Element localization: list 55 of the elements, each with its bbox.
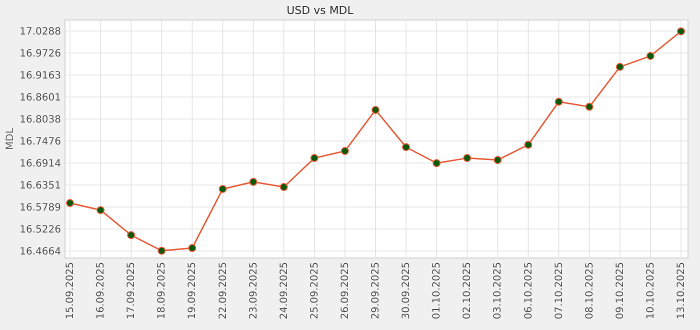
x-tick-label: 24.09.2025: [278, 262, 290, 320]
point: [646, 52, 654, 60]
y-tick-label: 16.7476: [20, 136, 61, 148]
y-tick-label: 16.5226: [20, 224, 61, 236]
x-tick-label: 13.10.2025: [676, 262, 687, 320]
x-tick-label: 29.09.2025: [370, 262, 382, 320]
point: [372, 106, 380, 114]
y-tick-label: 16.5789: [20, 202, 61, 214]
y-tick-label: 17.0288: [20, 26, 61, 38]
x-tick-label: 26.09.2025: [340, 262, 351, 320]
point: [463, 154, 472, 162]
x-tick-label: 17.09.2025: [126, 262, 138, 320]
x-tick-label: 02.10.2025: [462, 262, 474, 320]
y-tick-label: 16.8038: [20, 114, 61, 126]
x-tick-label: 19.09.2025: [187, 262, 198, 320]
point: [96, 206, 105, 214]
point: [554, 98, 563, 106]
y-tick-label: 16.9726: [20, 48, 61, 60]
point: [249, 178, 258, 186]
point: [218, 184, 227, 193]
x-tick-label: 15.09.2025: [65, 262, 76, 320]
x-tick-label: 01.10.2025: [432, 262, 443, 320]
y-axis-title: MDL: [5, 128, 16, 150]
y-tick-label: 16.9163: [20, 70, 61, 82]
point: [66, 199, 74, 208]
point: [340, 147, 349, 156]
point: [616, 62, 624, 71]
x-tick-label: 06.10.2025: [523, 262, 534, 320]
y-tick-label: 16.6914: [20, 158, 61, 170]
x-tick-label: 10.10.2025: [645, 262, 656, 320]
point: [585, 102, 594, 111]
x-tick-label: 22.09.2025: [218, 262, 229, 320]
point: [310, 154, 318, 162]
point: [188, 244, 196, 252]
x-tick-label: 23.09.2025: [248, 262, 260, 320]
y-tick-label: 16.8601: [20, 92, 61, 104]
y-tick-label: 16.6351: [20, 180, 61, 192]
point: [677, 27, 685, 36]
y-tick-label: 16.4664: [20, 246, 61, 258]
point: [280, 183, 288, 192]
x-tick-label: 16.09.2025: [96, 262, 107, 320]
point: [127, 231, 136, 240]
x-tick-label: 30.09.2025: [401, 262, 412, 320]
x-tick-label: 09.10.2025: [614, 262, 626, 320]
chart-title: USD vs MDL: [286, 4, 354, 17]
x-tick-label: 03.10.2025: [492, 262, 504, 320]
x-tick-label: 25.09.2025: [309, 262, 320, 320]
point: [524, 140, 532, 149]
point: [158, 246, 166, 255]
x-tick-label: 18.09.2025: [156, 262, 168, 320]
point: [494, 156, 502, 164]
point: [402, 143, 410, 152]
point: [432, 159, 441, 168]
x-tick-label: 08.10.2025: [584, 262, 596, 320]
x-tick-label: 07.10.2025: [554, 262, 565, 320]
